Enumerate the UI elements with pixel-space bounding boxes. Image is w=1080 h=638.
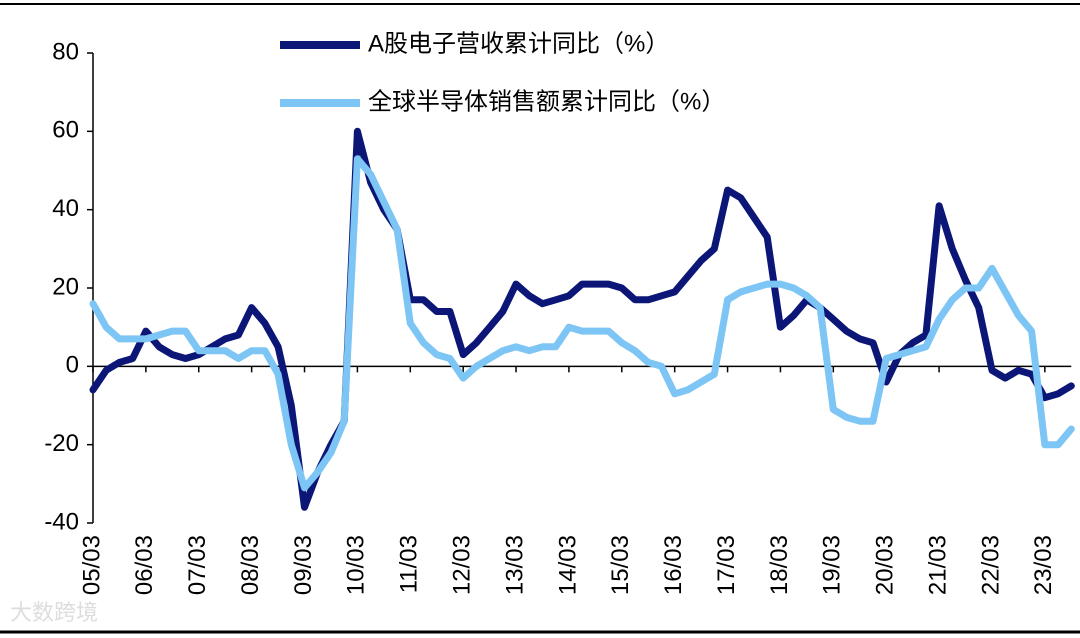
x-tick-label: 08/03 — [237, 535, 264, 595]
y-tick-label: 20 — [52, 273, 79, 300]
x-tick-label: 22/03 — [977, 535, 1004, 595]
x-tick-label: 13/03 — [501, 535, 528, 595]
x-tick-label: 12/03 — [449, 535, 476, 595]
line-series — [89, 127, 1075, 511]
legend-label: 全球半导体销售额累计同比（%） — [368, 88, 725, 115]
watermark: 大数跨境 — [10, 600, 98, 625]
x-tick-label: 05/03 — [78, 535, 105, 595]
x-tick-label: 14/03 — [554, 535, 581, 595]
x-tick-label: 21/03 — [924, 535, 951, 595]
x-tick-label: 11/03 — [396, 535, 423, 593]
x-tick-label: 09/03 — [290, 535, 317, 595]
x-tick-label: 17/03 — [713, 535, 740, 595]
x-tick-label: 23/03 — [1030, 535, 1057, 595]
x-tick-label: 07/03 — [184, 535, 211, 595]
line-series — [89, 155, 1075, 492]
x-tick-label: 19/03 — [819, 535, 846, 595]
y-tick-label: 60 — [52, 117, 79, 144]
x-tick-label: 15/03 — [607, 535, 634, 595]
x-tick-label: 10/03 — [343, 535, 370, 595]
x-tick-label: 20/03 — [872, 535, 899, 595]
y-tick-label: -40 — [44, 508, 79, 535]
x-tick-label: 16/03 — [660, 535, 687, 595]
y-tick-label: 80 — [52, 38, 79, 65]
y-tick-label: -20 — [44, 430, 79, 457]
x-tick-label: 06/03 — [131, 535, 158, 595]
y-tick-label: 40 — [52, 195, 79, 222]
x-tick-label: 18/03 — [766, 535, 793, 595]
y-tick-label: 0 — [66, 352, 79, 379]
legend-label: A股电子营收累计同比（%） — [368, 30, 669, 57]
